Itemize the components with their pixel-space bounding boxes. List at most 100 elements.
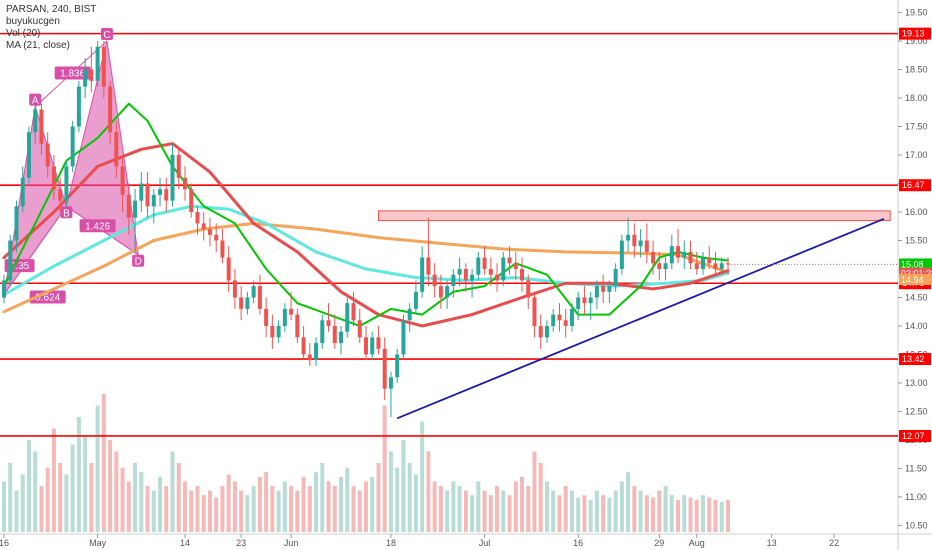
- volume-bar: [195, 486, 200, 532]
- pattern-ratio-label: 1.426: [85, 221, 110, 232]
- volume-bar: [357, 490, 362, 532]
- ma200-line: [2, 221, 730, 314]
- candle-body: [563, 320, 568, 326]
- candle-body: [114, 132, 119, 167]
- candle-body: [220, 240, 225, 258]
- candle-body: [201, 223, 206, 230]
- candle-body: [538, 325, 543, 338]
- volume-bar: [26, 440, 31, 532]
- candle-body: [8, 240, 13, 281]
- price-badge-label: 02:01:28: [901, 269, 932, 279]
- volume-bar: [688, 497, 693, 532]
- candle-body: [688, 251, 693, 264]
- volume-bar: [663, 486, 668, 532]
- volume-bar: [33, 451, 38, 532]
- volume-bar: [45, 467, 50, 532]
- volume-bar: [232, 481, 237, 532]
- pattern-ratio-badge: [54, 66, 91, 80]
- candle-body: [438, 286, 443, 298]
- volume-bar: [694, 499, 699, 532]
- candle-body: [651, 251, 656, 264]
- x-tick-label: 18: [386, 538, 396, 548]
- candle-body: [257, 286, 262, 309]
- volume-bar: [289, 486, 294, 532]
- volume-bar: [594, 490, 599, 532]
- y-tick-label: 19.00: [905, 36, 928, 46]
- pattern-point-label: A: [32, 96, 39, 107]
- pattern-ratio-badge: [29, 290, 66, 304]
- volume-indicator-label[interactable]: Vol (20): [6, 28, 41, 39]
- level-badge: [899, 27, 931, 40]
- volume-bar: [257, 476, 262, 532]
- ma-indicator-label[interactable]: MA (21, close): [6, 40, 70, 51]
- volume-bar: [701, 495, 706, 532]
- y-tick-label: 11.50: [905, 463, 927, 473]
- volume-bar: [476, 481, 481, 532]
- volume-bar: [488, 495, 493, 532]
- volume-bar: [382, 405, 387, 532]
- volume-bar: [295, 490, 300, 532]
- y-tick-label: 13.00: [905, 378, 928, 388]
- candle-body: [576, 297, 581, 309]
- volume-bar: [320, 463, 325, 532]
- volume-bar: [501, 490, 506, 532]
- candle-body: [189, 189, 194, 213]
- candle-body: [669, 246, 674, 264]
- candle-body: [582, 297, 587, 304]
- level-badge: [899, 179, 931, 192]
- volume-bar: [719, 502, 724, 532]
- candle-body: [507, 257, 512, 264]
- resistance-zone: [377, 210, 891, 222]
- volume-bar: [470, 495, 475, 532]
- volume-bar: [432, 481, 437, 532]
- candle-body: [544, 325, 549, 338]
- y-tick-label: 16.00: [905, 207, 928, 217]
- candle-body: [601, 286, 606, 292]
- volume-bar: [226, 474, 231, 532]
- candle-body: [594, 286, 599, 298]
- candle-body: [39, 109, 44, 144]
- pattern-point-badge: [29, 93, 42, 106]
- candle-body: [251, 286, 256, 298]
- y-tick-label: 19.50: [905, 8, 928, 18]
- volume-bar: [532, 451, 537, 532]
- candle-body: [26, 132, 31, 178]
- volume-bar: [638, 490, 643, 532]
- volume-bar: [482, 490, 487, 532]
- x-tick-label: 16: [0, 538, 9, 548]
- candle-body: [95, 46, 100, 81]
- volume-bar: [2, 481, 6, 532]
- x-tick-label: 13: [767, 538, 777, 548]
- ma21-line: [3, 102, 729, 327]
- candle-body: [376, 337, 381, 349]
- volume-bar: [626, 472, 631, 532]
- candle-body: [432, 274, 437, 287]
- candle-body: [463, 268, 468, 281]
- volume-bar: [601, 495, 606, 532]
- candle-body: [264, 308, 269, 326]
- candle-body: [532, 297, 537, 326]
- candle-body: [232, 280, 237, 298]
- candle-body: [401, 320, 406, 355]
- pattern-ratio-label: 0.35: [10, 261, 30, 272]
- pattern-point-label: B: [63, 208, 70, 219]
- volume-bar: [582, 495, 587, 532]
- candle-body: [176, 155, 181, 178]
- candle-body: [357, 320, 362, 338]
- volume-bar: [651, 497, 656, 532]
- candle-body: [307, 354, 312, 361]
- pattern-point-badge: [60, 206, 73, 219]
- candle-body: [588, 297, 593, 304]
- volume-bar: [395, 467, 400, 532]
- y-tick-label: 10.50: [905, 520, 928, 530]
- volume-bar: [538, 463, 543, 532]
- candle-body: [51, 166, 56, 190]
- volume-bar: [270, 486, 275, 532]
- volume-bar: [588, 499, 593, 532]
- candle-body: [170, 155, 175, 201]
- pattern-point-badge: [132, 254, 145, 267]
- volume-bar: [220, 486, 225, 532]
- candle-body: [164, 189, 169, 201]
- volume-bar: [682, 495, 687, 532]
